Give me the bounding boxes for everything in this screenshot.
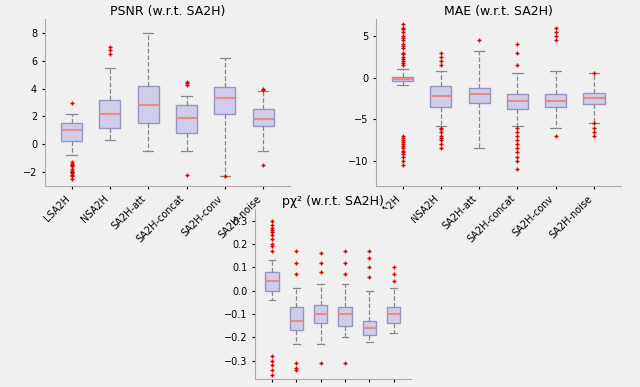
PathPatch shape (314, 305, 327, 323)
PathPatch shape (545, 94, 566, 107)
PathPatch shape (387, 307, 400, 323)
PathPatch shape (138, 86, 159, 123)
PathPatch shape (363, 321, 376, 335)
PathPatch shape (176, 105, 197, 133)
PathPatch shape (584, 92, 605, 104)
PathPatch shape (266, 272, 278, 291)
PathPatch shape (468, 87, 490, 103)
PathPatch shape (507, 94, 528, 109)
PathPatch shape (290, 307, 303, 330)
PathPatch shape (99, 100, 120, 128)
Title: pχ² (w.r.t. SA2H): pχ² (w.r.t. SA2H) (282, 195, 384, 208)
Title: MAE (w.r.t. SA2H): MAE (w.r.t. SA2H) (444, 5, 553, 18)
PathPatch shape (61, 123, 82, 141)
PathPatch shape (430, 86, 451, 107)
PathPatch shape (392, 77, 413, 81)
PathPatch shape (253, 110, 274, 126)
PathPatch shape (214, 87, 236, 114)
PathPatch shape (339, 307, 351, 325)
Title: PSNR (w.r.t. SA2H): PSNR (w.r.t. SA2H) (109, 5, 225, 18)
